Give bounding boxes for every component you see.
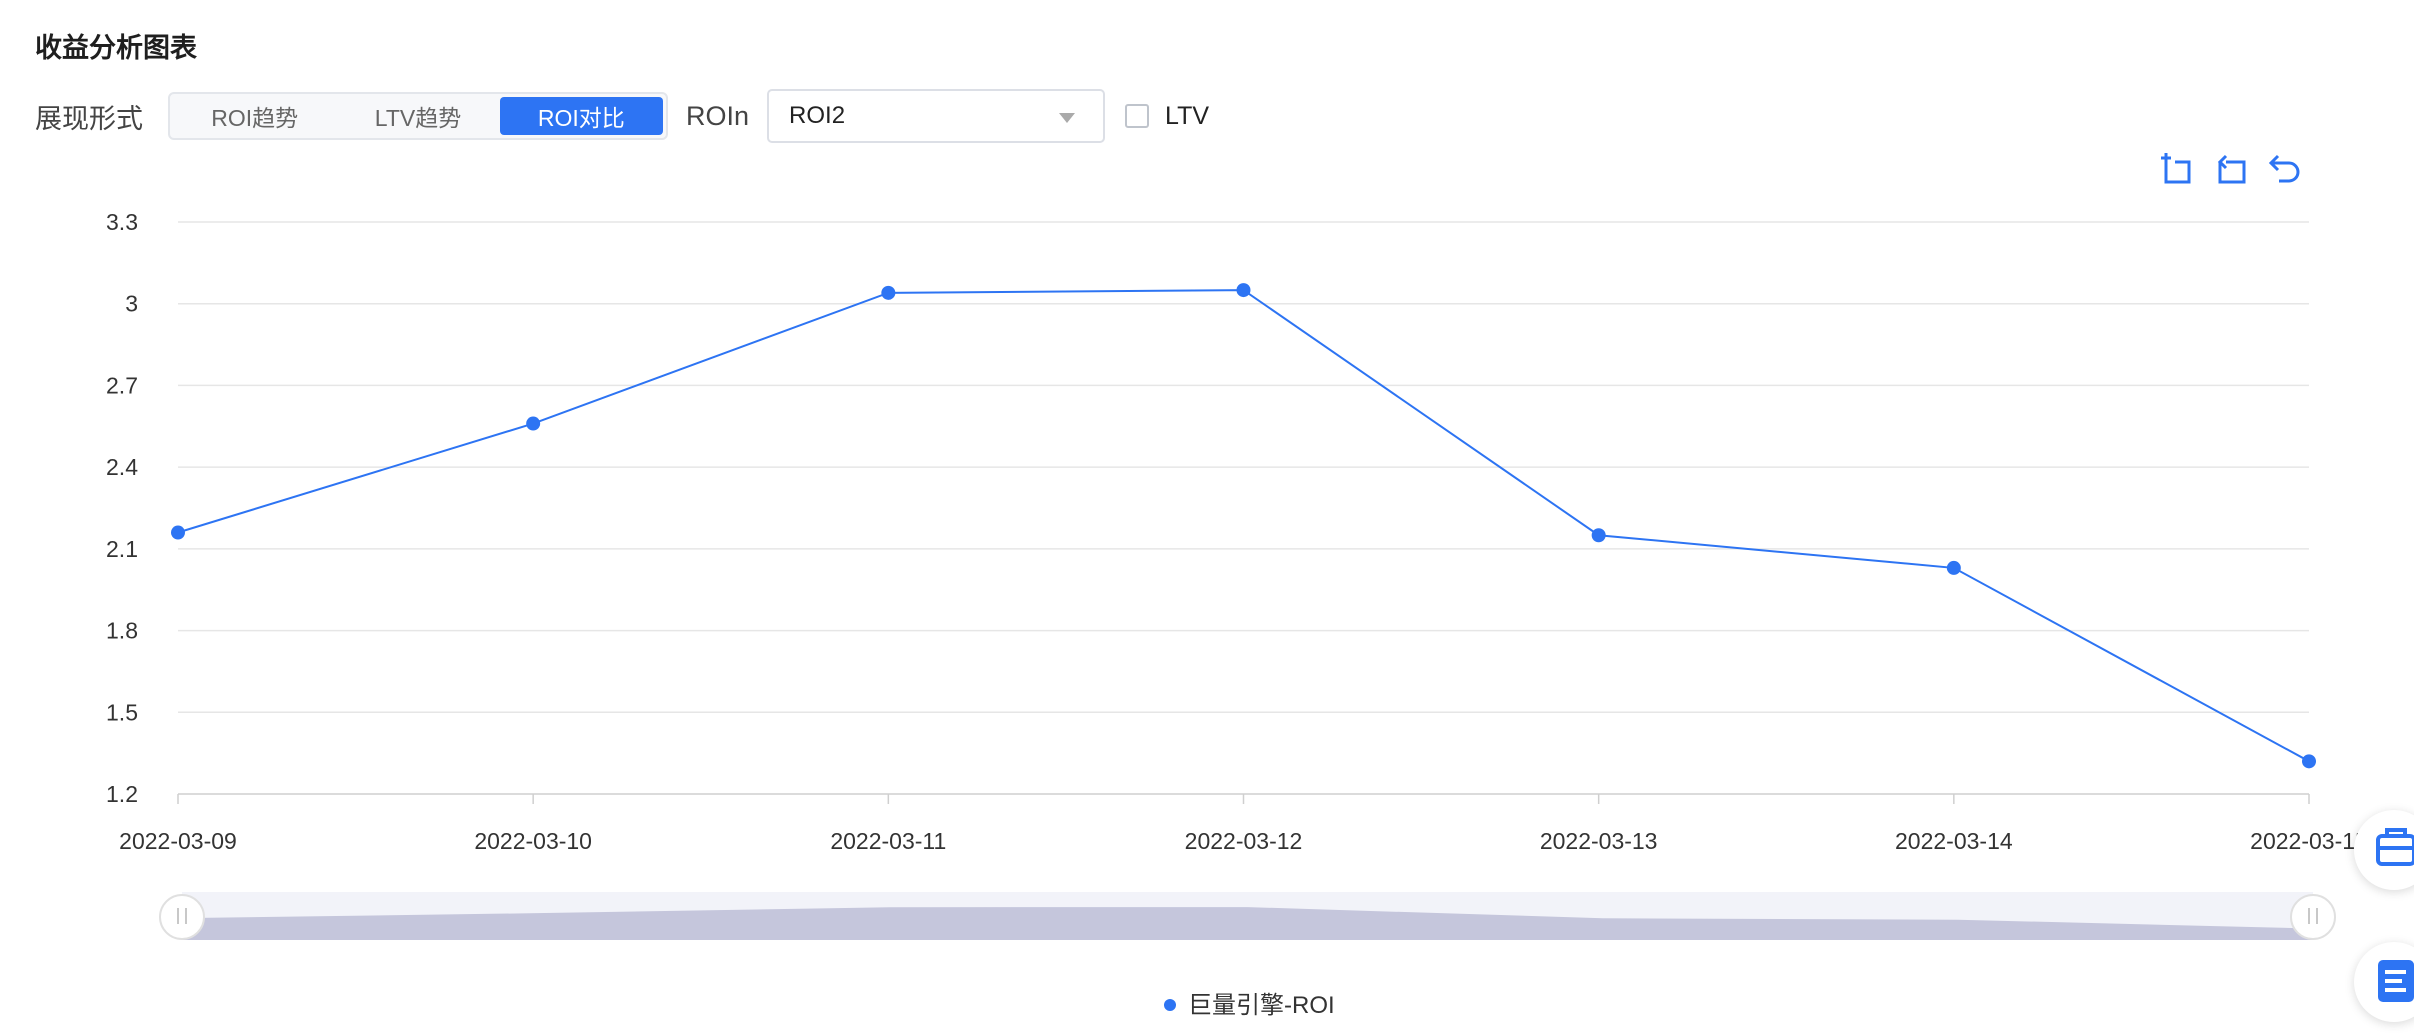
toolbar: 展现形式 ROI趋势 LTV趋势 ROI对比 ROIn ROI2 LTV [35,88,1209,144]
roin-label: ROIn [686,100,750,131]
x-tick-label: 2022-03-13 [1540,828,1658,854]
datazoom-area [182,907,2313,940]
handle-knob[interactable] [159,894,205,940]
toolbox-icon [2376,828,2414,866]
roin-select-value: ROI2 [789,102,846,129]
chevron-down-icon [1059,113,1076,123]
datazoom-right-handle[interactable] [2290,894,2336,940]
display-mode-label: 展现形式 [35,103,143,134]
legend-item[interactable]: 巨量引擎-ROI [1164,992,1335,1019]
zoom-reset-icon[interactable] [2210,150,2250,190]
x-tick-label: 2022-03-10 [474,828,592,854]
segment-roi-trend[interactable]: ROI趋势 [211,105,299,131]
data-point[interactable] [526,416,541,431]
toolbox-button[interactable] [2354,810,2414,890]
zoom-select-icon[interactable] [2155,150,2195,190]
y-tick-label: 1.5 [106,699,138,725]
ltv-checkbox[interactable] [1125,104,1150,128]
ltv-checkbox-label: LTV [1165,101,1210,130]
x-tick-label: 2022-03-14 [1895,828,2013,854]
roin-select[interactable]: ROI2 [767,89,1106,143]
x-tick-label: 2022-03-09 [119,828,237,854]
y-tick-label: 3 [125,291,138,317]
data-point[interactable] [2302,754,2316,769]
segment-ltv-trend[interactable]: LTV趋势 [374,105,462,131]
data-point[interactable] [881,285,896,300]
series-line [177,289,2310,763]
datazoom-left-handle[interactable] [159,894,205,940]
ltv-checkbox-wrap[interactable]: LTV [1125,102,1209,131]
x-tick-label: 2022-03-12 [1185,828,1303,854]
data-point[interactable] [1946,560,1961,575]
data-point[interactable] [171,525,185,540]
display-mode-segmented: ROI趋势 LTV趋势 ROI对比 [168,92,668,140]
y-tick-label: 2.4 [106,454,138,480]
x-tick-label: 2022-03-15 [2250,828,2368,854]
y-tick-label: 3.3 [106,209,138,235]
segment-roi-compare[interactable]: ROI对比 [499,97,663,135]
handle-knob[interactable] [2290,894,2336,940]
data-point[interactable] [1591,528,1606,543]
y-tick-label: 2.1 [106,536,138,562]
y-tick-label: 2.7 [106,372,138,398]
y-tick-label: 1.8 [106,618,138,644]
legend-marker [1164,999,1176,1011]
y-tick-label: 1.2 [106,781,138,807]
document-icon [2378,960,2414,1002]
undo-icon[interactable] [2265,150,2305,190]
document-button[interactable] [2354,942,2414,1022]
chart-title: 收益分析图表 [35,33,197,63]
x-tick-label: 2022-03-11 [830,828,946,854]
data-point[interactable] [1236,283,1251,298]
legend-label: 巨量引擎-ROI [1188,992,1335,1019]
